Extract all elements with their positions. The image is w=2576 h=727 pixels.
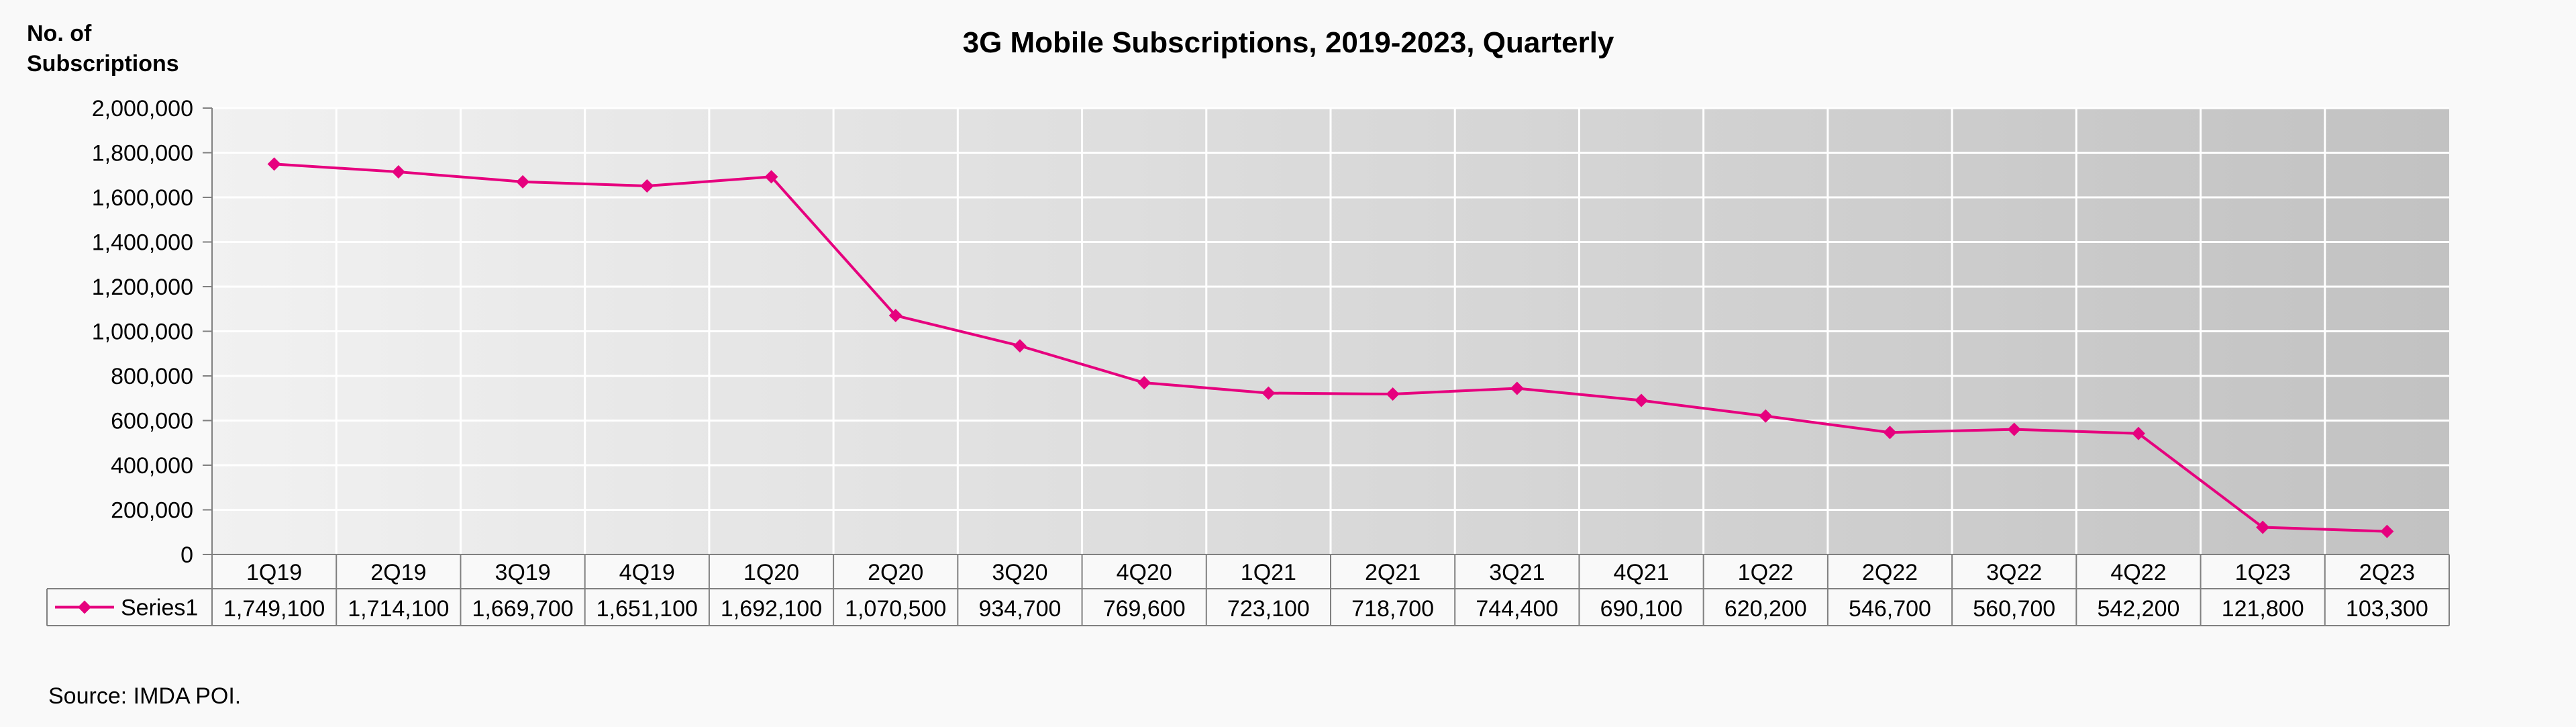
y-tick-label: 0	[181, 542, 193, 568]
x-tick-label: 1Q20	[743, 560, 799, 585]
data-point	[1261, 386, 1276, 400]
y-tick-label: 800,000	[111, 364, 193, 389]
data-point	[391, 165, 405, 179]
x-tick-label: 3Q20	[992, 560, 1047, 585]
x-tick-label: 2Q20	[868, 560, 923, 585]
data-point	[888, 309, 903, 323]
y-tick-label: 1,200,000	[92, 275, 193, 300]
data-label: 560,700	[1973, 596, 2055, 622]
x-tick-label: 1Q19	[246, 560, 302, 585]
series-line-path	[274, 162, 2387, 533]
series-line	[267, 157, 2394, 538]
data-label: 934,700	[978, 596, 1061, 622]
data-point	[1137, 376, 1151, 390]
data-table: 1Q19 2Q19 3Q19 4Q19 1Q20 2Q20 3Q20 4Q20 1Q21 2Q21…	[46, 554, 2450, 626]
data-label: 103,300	[2346, 596, 2428, 622]
y-axis-ticks: 0 200,000 400,000 600,000 800,000 1,000,000 1,…	[92, 96, 213, 568]
data-point	[2380, 524, 2394, 538]
data-point	[1635, 393, 1649, 407]
x-tick-label: 2Q22	[1862, 560, 1918, 585]
x-tick-label: 1Q21	[1241, 560, 1296, 585]
y-tick-label: 1,000,000	[92, 320, 193, 345]
data-label: 546,700	[1849, 596, 1931, 622]
y-tick-label: 200,000	[111, 498, 193, 524]
data-point	[2256, 520, 2270, 534]
data-point	[2131, 426, 2145, 440]
data-label: 718,700	[1351, 596, 1434, 622]
y-tick-label: 600,000	[111, 409, 193, 434]
data-label: 1,669,700	[472, 596, 573, 622]
x-tick-label: 3Q21	[1489, 560, 1545, 585]
data-point	[1759, 409, 1773, 423]
x-tick-label: 2Q19	[370, 560, 426, 585]
x-tick-label: 4Q21	[1613, 560, 1669, 585]
data-label: 542,200	[2097, 596, 2179, 622]
y-tick-label: 2,000,000	[92, 96, 193, 122]
data-label: 620,200	[1724, 596, 1807, 622]
x-tick-label: 4Q20	[1117, 560, 1172, 585]
data-label: 121,800	[2222, 596, 2304, 622]
x-tick-label: 1Q23	[2235, 560, 2291, 585]
data-point	[764, 170, 778, 184]
x-tick-label: 3Q19	[495, 560, 550, 585]
data-point	[1510, 381, 1524, 395]
data-point	[516, 175, 530, 189]
x-tick-label: 1Q22	[1738, 560, 1794, 585]
y-axis-label-line2: Subscriptions	[27, 51, 179, 77]
legend-label: Series1	[121, 595, 198, 621]
chart-title: 3G Mobile Subscriptions, 2019-2023, Quar…	[963, 26, 1614, 59]
x-tick-label: 2Q21	[1365, 560, 1421, 585]
x-tick-label: 4Q22	[2110, 560, 2166, 585]
data-point	[640, 179, 654, 193]
x-tick-label: 4Q19	[619, 560, 675, 585]
gridlines	[212, 107, 2449, 554]
data-label: 1,651,100	[597, 596, 698, 622]
data-label: 1,070,500	[845, 596, 946, 622]
data-label: 1,714,100	[348, 596, 449, 622]
data-label: 1,749,100	[223, 596, 325, 622]
data-point	[267, 157, 281, 171]
data-label: 744,400	[1476, 596, 1558, 622]
source-note: Source: IMDA POI.	[48, 683, 242, 709]
y-tick-label: 1,400,000	[92, 230, 193, 256]
data-label: 769,600	[1103, 596, 1186, 622]
data-point	[1386, 387, 1400, 401]
y-tick-label: 1,600,000	[92, 185, 193, 211]
data-label: 1,692,100	[721, 596, 822, 622]
data-point	[2007, 422, 2021, 436]
x-tick-label: 2Q23	[2359, 560, 2415, 585]
y-tick-label: 400,000	[111, 453, 193, 479]
y-tick-label: 1,800,000	[92, 141, 193, 166]
data-label: 723,100	[1227, 596, 1310, 622]
x-tick-label: 3Q22	[1986, 560, 2042, 585]
legend-swatch-marker	[78, 600, 91, 614]
data-point	[1013, 339, 1027, 353]
data-label: 690,100	[1600, 596, 1683, 622]
data-point	[1883, 426, 1897, 440]
y-axis-label-line1: No. of	[27, 21, 92, 46]
